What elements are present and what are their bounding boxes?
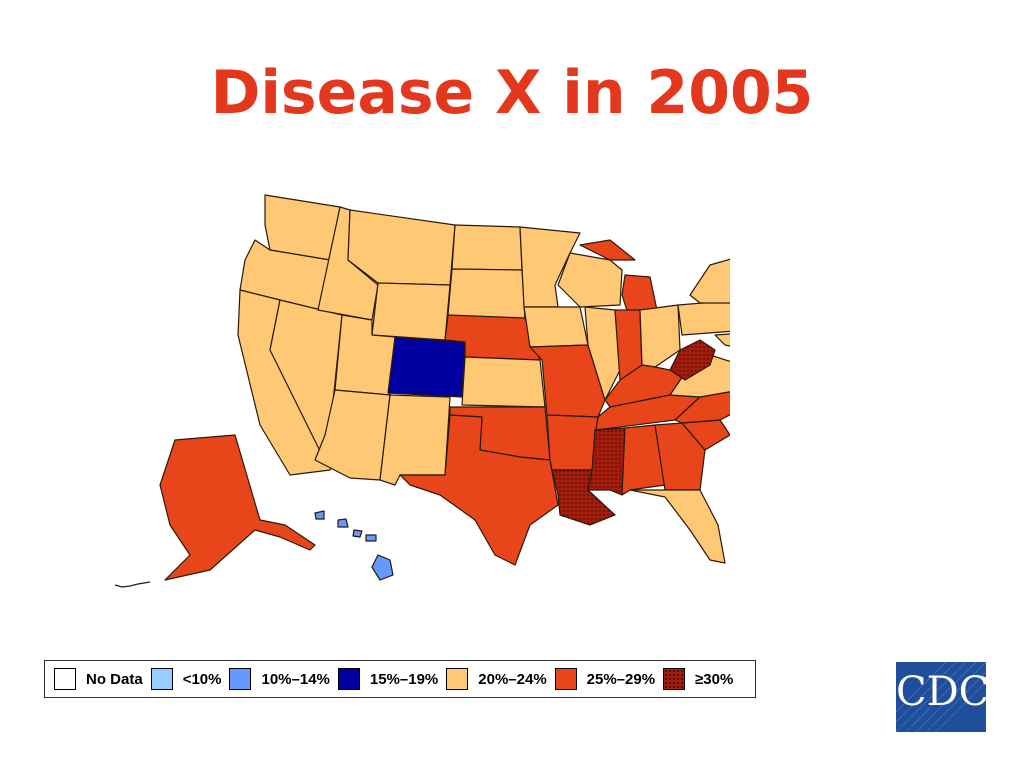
map-legend: No Data <10% 10%–14% 15%–19% 20%–24% 25%–29% ≥…	[44, 660, 756, 698]
page-title: Disease X in 2005	[210, 58, 814, 128]
state-NY	[689, 258, 730, 304]
us-choropleth-map	[114, 194, 730, 588]
state-NM	[379, 394, 451, 486]
legend-item: <10%	[150, 668, 230, 690]
state-CO	[387, 336, 466, 398]
state-PA	[677, 300, 730, 336]
state-TX	[399, 414, 559, 566]
state-AL	[621, 424, 666, 496]
state-WY	[371, 282, 451, 341]
state-GA	[654, 422, 706, 491]
legend-label: No Data	[86, 670, 143, 688]
logo-hatch	[896, 662, 986, 732]
state-SD	[447, 268, 526, 321]
legend-item: 25%–29%	[554, 668, 663, 690]
legend-label: 25%–29%	[586, 670, 656, 688]
state-WV	[669, 339, 716, 381]
legend-item: 20%–24%	[446, 668, 554, 690]
legend-label: 10%–14%	[261, 670, 330, 688]
state-IL	[584, 306, 621, 401]
state-ND	[451, 224, 523, 271]
state-OH	[639, 304, 681, 368]
state-AK	[159, 434, 316, 581]
legend-swatch	[229, 668, 252, 690]
state-KS	[461, 356, 546, 408]
cdc-logo: CDC	[896, 662, 990, 732]
state-MD	[714, 333, 730, 347]
logo-text: CDC	[896, 669, 990, 715]
aleutian-islands	[114, 581, 151, 588]
legend-swatch	[150, 668, 173, 690]
state-FL	[629, 489, 726, 564]
state-HI	[314, 510, 394, 581]
legend-item: ≥30%	[663, 668, 741, 690]
legend-swatch	[446, 668, 469, 690]
state-WI	[557, 252, 623, 308]
legend-swatch	[54, 668, 76, 690]
legend-swatch	[554, 668, 577, 690]
legend-swatch	[663, 668, 686, 690]
legend-label: <10%	[182, 670, 222, 688]
legend-item: No Data	[54, 668, 151, 690]
legend-label: ≥30%	[695, 670, 734, 688]
legend-label: 20%–24%	[478, 670, 547, 688]
legend-swatch	[337, 668, 360, 690]
state-AR	[546, 414, 599, 471]
state-IA	[523, 306, 589, 348]
state-WA	[264, 194, 341, 261]
legend-item: 10%–14%	[229, 668, 337, 690]
legend-label: 15%–19%	[369, 670, 439, 688]
logo-tagline: SAFER · HEALTHIER · PEOPLE™	[898, 727, 984, 733]
legend-item: 15%–19%	[337, 668, 446, 690]
